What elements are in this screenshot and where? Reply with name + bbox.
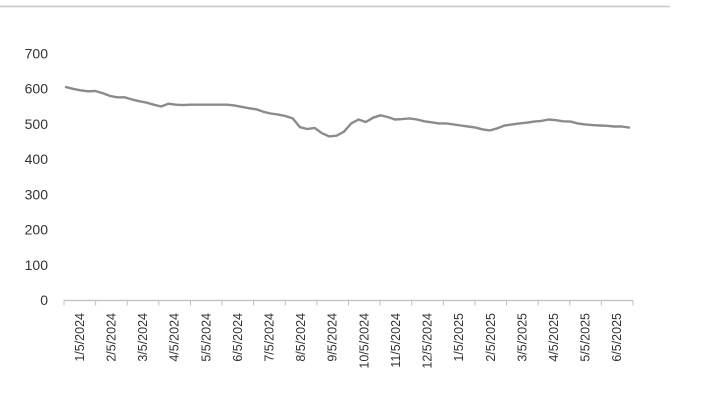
- y-tick-label: 600: [25, 81, 49, 97]
- x-tick-label: 1/5/2025: [452, 313, 466, 362]
- x-tick-label: 10/5/2024: [357, 313, 371, 369]
- x-tick-label: 2/5/2025: [484, 313, 498, 362]
- y-tick-label: 300: [25, 186, 49, 202]
- x-tick-label: 3/5/2025: [515, 313, 529, 362]
- x-tick-label: 8/5/2024: [294, 313, 308, 362]
- x-tick-label: 6/5/2024: [231, 313, 245, 362]
- x-tick-label: 6/5/2025: [610, 313, 624, 362]
- x-tick-label: 5/5/2025: [579, 313, 593, 362]
- x-tick-label: 1/5/2024: [73, 313, 87, 362]
- x-tick-label: 11/5/2024: [389, 313, 403, 368]
- y-tick-label: 0: [40, 292, 48, 308]
- x-tick-label: 5/5/2024: [199, 313, 213, 362]
- x-tick-label: 2/5/2024: [104, 313, 118, 362]
- x-tick-label: 4/5/2024: [168, 313, 182, 362]
- y-tick-label: 400: [25, 151, 49, 167]
- y-tick-label: 700: [25, 46, 49, 62]
- x-tick-label: 9/5/2024: [326, 313, 340, 362]
- x-tick-label: 12/5/2024: [421, 313, 435, 369]
- series-line: [64, 85, 631, 138]
- x-tick-label: 3/5/2024: [136, 313, 150, 362]
- x-tick-label: 7/5/2024: [262, 313, 276, 362]
- x-tick-label: 4/5/2025: [547, 313, 561, 362]
- y-tick-label: 200: [25, 222, 49, 238]
- y-tick-label: 500: [25, 116, 49, 132]
- y-tick-label: 100: [25, 257, 49, 273]
